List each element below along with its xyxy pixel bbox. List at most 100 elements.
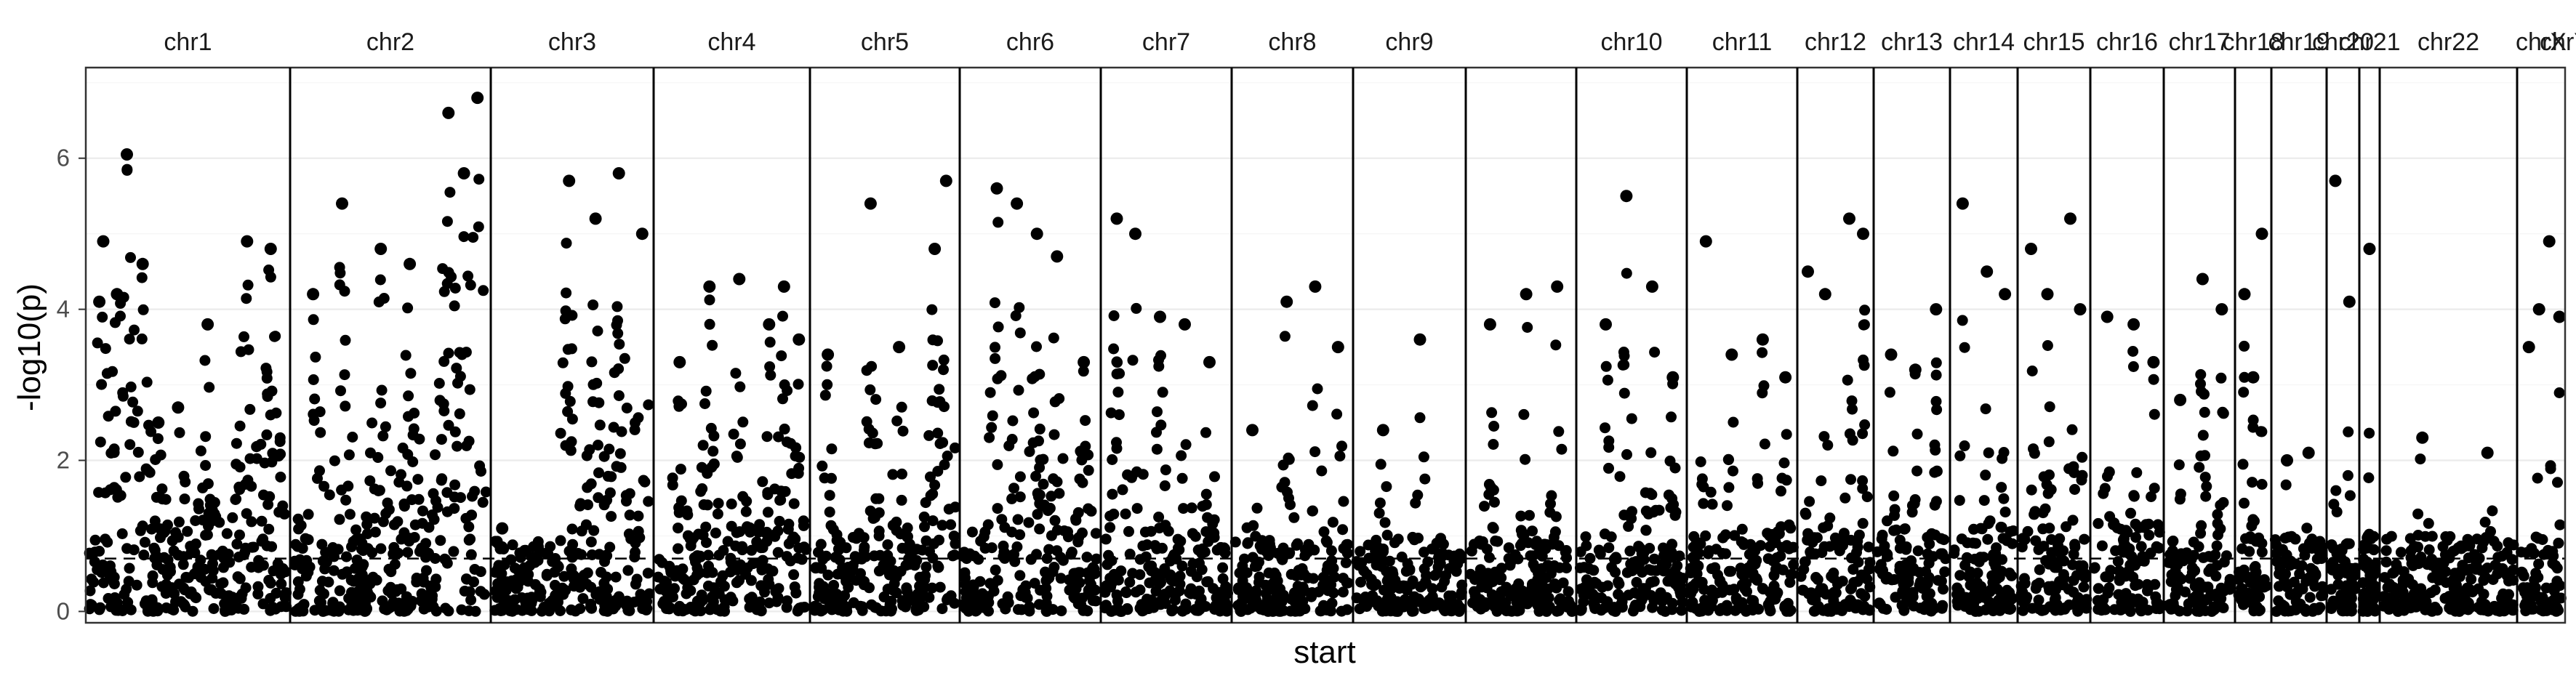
data-point	[1152, 573, 1164, 585]
data-point	[1017, 584, 1029, 595]
data-point	[273, 451, 284, 462]
data-point	[2465, 573, 2477, 585]
data-point	[1131, 302, 1142, 314]
data-point	[463, 521, 475, 533]
data-point	[1340, 557, 1352, 568]
data-point	[1757, 584, 1769, 595]
data-point	[1422, 556, 1434, 568]
strip-label-chr3: chr3	[548, 28, 596, 56]
data-point	[2068, 461, 2079, 472]
data-point	[2492, 541, 2503, 552]
data-point	[2212, 509, 2223, 520]
data-point	[2301, 522, 2313, 534]
data-point	[614, 339, 625, 350]
data-point	[349, 562, 361, 574]
data-point	[1602, 596, 1613, 608]
data-point	[920, 561, 932, 573]
peak-point	[635, 227, 649, 241]
data-point	[606, 511, 617, 522]
data-point	[603, 443, 615, 455]
data-point	[1901, 541, 1912, 552]
data-point	[1797, 584, 1808, 596]
data-point	[2552, 477, 2563, 488]
data-point	[155, 532, 166, 544]
data-point	[788, 498, 800, 509]
data-point	[1241, 522, 1253, 533]
data-point	[152, 433, 164, 445]
data-point	[989, 297, 1000, 309]
data-point	[819, 592, 830, 603]
data-point	[1702, 597, 1714, 608]
data-point	[2029, 506, 2041, 517]
data-point	[2131, 467, 2143, 478]
data-point	[1859, 419, 1871, 430]
data-point	[190, 538, 201, 549]
data-point	[1012, 514, 1024, 525]
data-point	[335, 385, 346, 397]
peak-point	[1725, 348, 1738, 361]
data-point	[132, 446, 144, 458]
data-point	[2415, 453, 2426, 465]
data-point	[463, 605, 475, 617]
data-point	[1444, 562, 1456, 574]
data-point	[2423, 517, 2434, 529]
panel-points-chr8	[1229, 280, 1354, 617]
data-point	[2336, 545, 2348, 556]
data-point	[1954, 495, 1965, 507]
data-point	[919, 521, 930, 533]
data-point	[942, 451, 953, 461]
peak-point	[93, 295, 106, 308]
data-point	[896, 494, 907, 506]
data-point	[1603, 462, 1614, 474]
data-point	[934, 581, 946, 593]
data-point	[992, 459, 1003, 470]
strip-label-chr20: chr20	[2312, 28, 2374, 56]
strip-label-chr22: chr22	[2417, 28, 2479, 56]
data-point	[1318, 526, 1330, 538]
data-point	[1906, 500, 1918, 512]
peak-point	[1129, 227, 1141, 241]
data-point	[136, 272, 148, 283]
data-point	[308, 314, 319, 326]
data-point	[781, 602, 793, 613]
data-point	[566, 436, 577, 448]
data-point	[2423, 544, 2435, 555]
data-point	[2116, 567, 2127, 578]
peak-point	[673, 355, 686, 368]
data-point	[978, 531, 990, 543]
y-tick-label: 6	[57, 145, 70, 172]
data-point	[1658, 542, 1669, 554]
data-point	[234, 573, 246, 584]
data-point	[2529, 547, 2540, 559]
data-point	[1024, 445, 1035, 457]
data-point	[2007, 592, 2018, 604]
data-point	[260, 363, 272, 374]
data-point	[1907, 591, 1919, 602]
data-point	[1752, 575, 1763, 586]
data-point	[425, 580, 436, 592]
data-point	[1837, 540, 1848, 551]
data-point	[2239, 371, 2250, 383]
data-point	[1515, 525, 1527, 536]
data-point	[1216, 542, 1228, 554]
data-point	[1381, 481, 1392, 493]
data-point	[2463, 538, 2474, 549]
data-point	[560, 305, 571, 317]
data-point	[480, 486, 491, 498]
data-point	[270, 331, 281, 342]
data-point	[1067, 573, 1079, 584]
data-point	[1260, 579, 1272, 591]
data-point	[2327, 595, 2339, 607]
data-point	[161, 569, 173, 581]
data-point	[2122, 526, 2133, 538]
strip-label-chr11: chr11	[1712, 28, 1773, 56]
peak-point	[893, 341, 906, 354]
data-point	[866, 599, 878, 610]
data-point	[1930, 357, 1942, 368]
data-point	[129, 324, 140, 336]
data-point	[2476, 542, 2488, 554]
data-point	[2247, 414, 2259, 426]
data-point	[777, 310, 788, 322]
data-point	[1480, 574, 1492, 586]
data-point	[265, 409, 276, 421]
